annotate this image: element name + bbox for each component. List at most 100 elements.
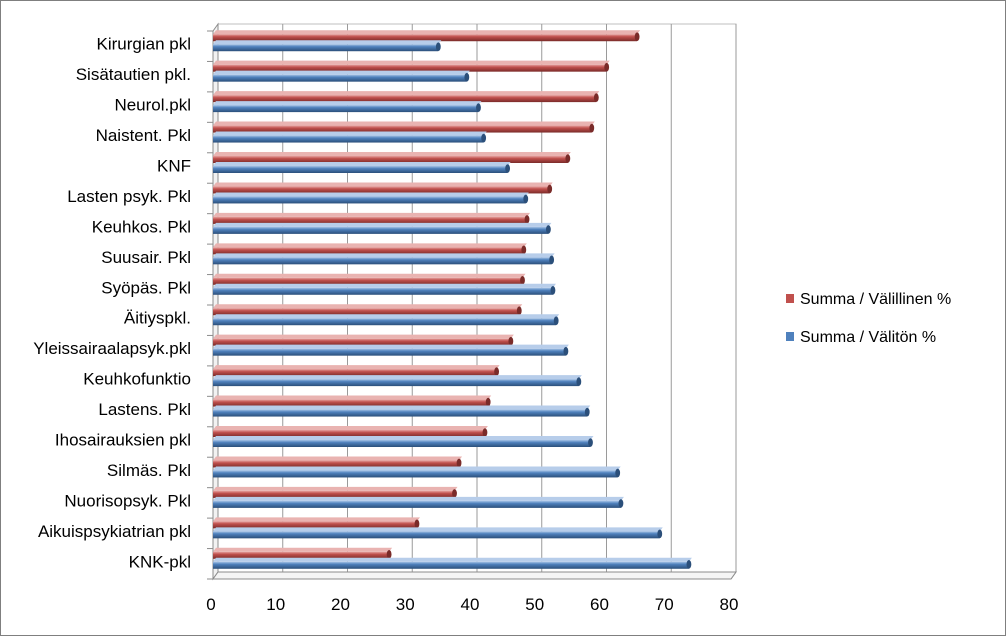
bar bbox=[213, 314, 560, 326]
bar bbox=[213, 30, 641, 42]
bar-end bbox=[547, 184, 553, 194]
bar-face bbox=[213, 379, 579, 387]
bar bbox=[213, 486, 458, 498]
bar-top bbox=[213, 273, 526, 278]
bar-end bbox=[476, 103, 481, 112]
bar-face bbox=[213, 287, 553, 295]
bar-top bbox=[213, 91, 600, 96]
bar-end bbox=[508, 336, 514, 346]
category-label: Aikuispsykiatrian pkl bbox=[38, 522, 191, 541]
bar-end bbox=[553, 316, 559, 326]
category-label: Sisätautien pkl. bbox=[76, 65, 191, 84]
bar-top bbox=[213, 426, 488, 430]
bar-end bbox=[386, 549, 392, 559]
bar bbox=[213, 365, 500, 377]
bar bbox=[213, 212, 531, 224]
bar-end bbox=[550, 285, 556, 295]
bar-end bbox=[593, 93, 599, 102]
x-tick-label: 20 bbox=[331, 595, 350, 614]
x-tick-label: 40 bbox=[461, 595, 480, 614]
bar-end bbox=[494, 367, 500, 376]
bar bbox=[213, 527, 663, 539]
bar-top bbox=[213, 405, 591, 410]
bar bbox=[213, 395, 492, 407]
bar-end bbox=[589, 123, 595, 133]
bar-face bbox=[213, 74, 467, 82]
bar bbox=[213, 547, 393, 559]
bar-face bbox=[213, 64, 607, 72]
bar-face bbox=[213, 156, 568, 163]
bar bbox=[213, 517, 420, 529]
bar bbox=[213, 243, 527, 255]
bar-face bbox=[213, 470, 618, 478]
bar-top bbox=[213, 121, 595, 126]
bar-face bbox=[213, 166, 508, 173]
category-label: Äitiyspkl. bbox=[124, 309, 191, 328]
bar-end bbox=[464, 72, 470, 82]
category-label: Nuorisopsyk. Pkl bbox=[64, 491, 191, 510]
bar-face bbox=[213, 95, 597, 103]
bar bbox=[213, 304, 523, 316]
bar-top bbox=[213, 131, 487, 136]
x-tick-label: 80 bbox=[720, 595, 739, 614]
bar-end bbox=[565, 154, 571, 163]
category-label: Neurol.pkl bbox=[114, 96, 191, 115]
bar-end bbox=[657, 529, 663, 539]
bar-top bbox=[213, 253, 555, 258]
category-label: Lastens. Pkl bbox=[98, 400, 191, 419]
category-label: Suusair. Pkl bbox=[101, 248, 191, 267]
bars bbox=[213, 30, 692, 569]
bar bbox=[213, 456, 463, 468]
bar-end bbox=[435, 42, 441, 52]
bar-end bbox=[549, 255, 555, 265]
bar-face bbox=[213, 338, 511, 346]
bar-top bbox=[213, 60, 610, 65]
bar-face bbox=[213, 521, 417, 529]
bar-top bbox=[213, 30, 641, 35]
bar bbox=[213, 222, 552, 234]
bar-face bbox=[213, 369, 497, 377]
bar-face bbox=[213, 34, 638, 42]
bar-end bbox=[576, 377, 582, 386]
bar bbox=[213, 192, 529, 204]
bar bbox=[213, 121, 595, 133]
bar bbox=[213, 375, 582, 387]
bar-top bbox=[213, 456, 463, 461]
bar-face bbox=[213, 257, 552, 265]
bar bbox=[213, 334, 514, 346]
bar-top bbox=[213, 162, 511, 166]
bar-end bbox=[615, 468, 621, 478]
bar bbox=[213, 40, 442, 52]
bar bbox=[213, 162, 511, 173]
bar-face bbox=[213, 226, 549, 234]
bar bbox=[213, 273, 526, 285]
bar-face bbox=[213, 186, 550, 194]
bar-face bbox=[213, 318, 557, 326]
bar-top bbox=[213, 486, 458, 491]
bar-top bbox=[213, 395, 492, 400]
category-label: Keuhkos. Pkl bbox=[92, 217, 191, 236]
bar-top bbox=[213, 547, 393, 552]
bar bbox=[213, 91, 600, 103]
bar-end bbox=[482, 428, 488, 437]
bar-top bbox=[213, 192, 529, 197]
category-label: Ihosairauksien pkl bbox=[55, 430, 191, 449]
category-label: KNF bbox=[157, 156, 191, 175]
bar-face bbox=[213, 196, 526, 204]
bar-top bbox=[213, 517, 420, 522]
bar-top bbox=[213, 527, 663, 532]
bar-face bbox=[213, 409, 588, 417]
legend-swatch bbox=[786, 294, 794, 303]
bar bbox=[213, 436, 594, 447]
floor-plane bbox=[212, 571, 737, 580]
bar-top bbox=[213, 334, 514, 339]
bar-end bbox=[523, 194, 529, 204]
x-tick-label: 0 bbox=[206, 595, 215, 614]
bar-top bbox=[213, 466, 621, 471]
bar-face bbox=[213, 216, 528, 224]
category-label: KNK-pkl bbox=[129, 552, 191, 571]
bar-top bbox=[213, 283, 556, 288]
bar-top bbox=[213, 496, 624, 501]
